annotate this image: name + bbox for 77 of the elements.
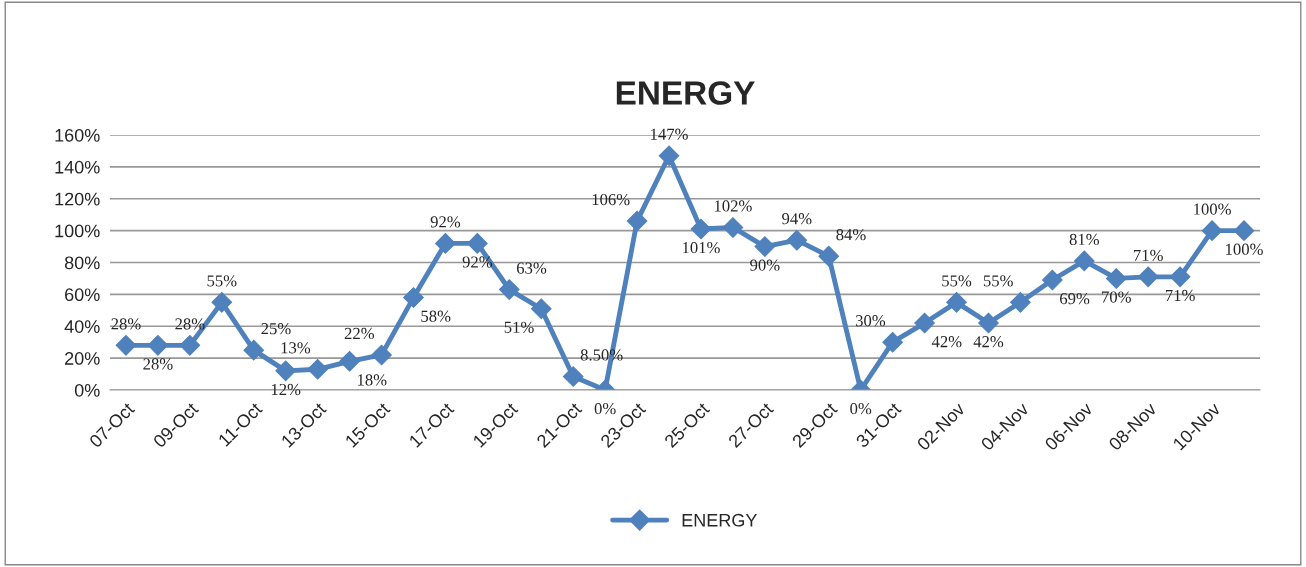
point: [1201, 220, 1223, 241]
point: [562, 366, 584, 387]
data-label: 92%: [430, 216, 461, 228]
data-label: 58%: [421, 310, 451, 322]
y-tick-label: 0%: [74, 383, 100, 397]
y-tick-label: 80%: [64, 256, 100, 270]
data-label: 55%: [207, 275, 237, 287]
point: [179, 335, 201, 356]
data-label: 84%: [836, 228, 866, 241]
data-label: 25%: [261, 323, 291, 335]
point: [1010, 292, 1031, 313]
point: [626, 210, 648, 232]
data-label: 18%: [357, 374, 387, 386]
point: [498, 279, 520, 300]
data-label: 81%: [1069, 233, 1100, 246]
data-label: 90%: [750, 259, 780, 271]
legend-label: ENERGY: [682, 513, 758, 527]
point: [371, 344, 392, 366]
data-label: 13%: [281, 342, 311, 354]
point: [1169, 266, 1191, 288]
data-label: 71%: [1165, 289, 1195, 302]
point: [914, 312, 935, 334]
data-label: 55%: [983, 275, 1013, 287]
data-label: 22%: [344, 327, 375, 340]
point: [307, 358, 328, 380]
point: [818, 245, 840, 267]
y-tick-label: 120%: [55, 192, 100, 206]
data-label: 100%: [1226, 243, 1263, 255]
data-label: 101%: [683, 242, 720, 254]
data-label: 42%: [973, 336, 1004, 348]
point: [690, 218, 712, 240]
point: [115, 335, 137, 356]
point: [722, 217, 744, 238]
y-tick-label: 60%: [65, 288, 100, 302]
y-tick-label: 140%: [55, 160, 100, 174]
point: [275, 360, 297, 382]
point: [1105, 268, 1127, 289]
point: [339, 350, 360, 372]
data-label: 94%: [782, 213, 812, 225]
data-label: 28%: [143, 358, 173, 370]
data-label: 51%: [504, 321, 534, 333]
data-label: 30%: [855, 315, 886, 327]
point: [978, 312, 999, 334]
data-label: 42%: [931, 336, 962, 348]
point: [946, 292, 967, 313]
data-label: 63%: [516, 262, 547, 274]
data-label: 12%: [271, 383, 301, 396]
data-label: 147%: [651, 128, 688, 140]
y-tick-label: 20%: [65, 352, 100, 365]
data-label: 28%: [111, 318, 141, 330]
y-tick-label: 160%: [55, 128, 100, 142]
data-label: 28%: [175, 318, 205, 330]
y-tick-label: 100%: [55, 224, 100, 238]
point: [1233, 220, 1255, 241]
data-label: 70%: [1102, 291, 1131, 303]
data-label: 71%: [1134, 249, 1163, 262]
data-label: 55%: [942, 275, 972, 287]
point: [403, 287, 424, 308]
point: [467, 233, 488, 254]
data-label: 69%: [1060, 293, 1090, 305]
point: [1073, 250, 1095, 272]
point: [786, 229, 808, 251]
point: [1042, 269, 1063, 291]
y-tick-label: 40%: [64, 320, 100, 333]
data-label: 102%: [714, 200, 752, 212]
point: [530, 298, 552, 320]
data-label: 106%: [592, 193, 630, 206]
data-label: 100%: [1194, 203, 1231, 215]
point: [658, 145, 680, 167]
point: [147, 335, 169, 356]
point: [754, 236, 776, 257]
point: [211, 292, 233, 313]
point: [882, 331, 903, 353]
chart-title: ENERGY: [616, 81, 755, 105]
point: [1137, 266, 1159, 288]
point: [243, 339, 265, 361]
point: [435, 233, 456, 254]
